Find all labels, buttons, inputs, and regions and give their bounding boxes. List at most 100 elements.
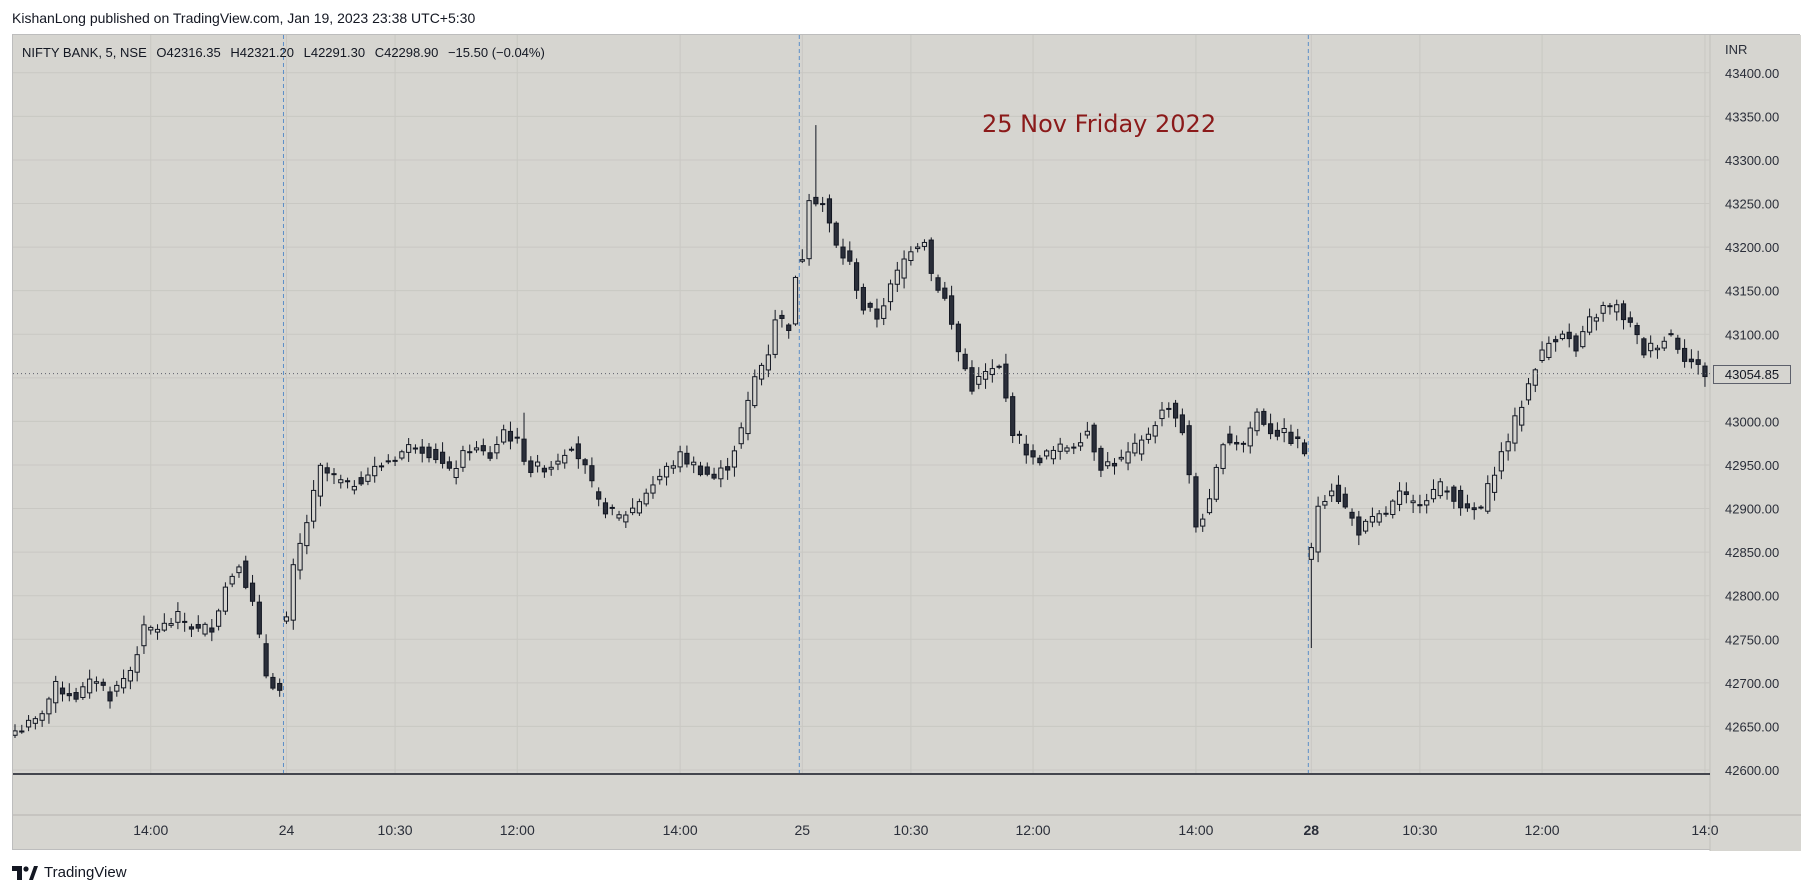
candle-body [494,444,500,454]
candle-body [1281,428,1287,434]
candle-body [765,354,771,371]
candle-body [1342,493,1348,508]
candle-body [446,461,452,469]
candle-body [1050,449,1057,460]
candle-body [209,627,215,633]
candle-body [426,446,432,459]
low-label: L [303,45,311,60]
candle-body [1620,303,1627,321]
candle-body [1274,429,1280,437]
candle-body [1553,339,1559,343]
chart-area[interactable]: 42600.00 42650.00 42700.00 42750.00 42800.00… [12,34,1801,851]
last-price-tag: 43054.85 [1713,365,1791,384]
candle-body [507,430,514,442]
candle-body [874,308,880,320]
candle-body [657,475,663,481]
candle-body [236,566,242,574]
candle-body [752,376,758,407]
candle-body [1498,451,1504,472]
close-label: C [374,45,385,60]
candle-body [1071,446,1077,449]
candle-body [935,277,941,291]
footer-brand[interactable]: TradingView [12,864,127,881]
candle-body [1410,500,1416,504]
candle-body [120,678,127,689]
candle-body [779,314,785,319]
x-tick-label: 12:00 [1525,822,1560,838]
candle-body [1010,396,1016,437]
candle-body [1186,425,1192,476]
candle-body [59,687,66,695]
candle-body [412,447,419,450]
candle-body [1335,484,1342,502]
high-value: 42321.20 [239,45,294,60]
candle-body [1016,433,1023,436]
y-tick-label: 43100.00 [1725,327,1779,342]
candle-body [650,484,656,494]
candle-body [616,514,622,519]
candle-body [107,691,113,702]
price-chart[interactable]: 42600.00 42650.00 42700.00 42750.00 42800.00… [13,35,1801,851]
candle-body [1159,409,1165,420]
candle-body [127,670,133,682]
candle-body [338,479,344,484]
candle-body [602,502,609,515]
y-tick-label: 43400.00 [1725,66,1779,81]
candle-body [73,692,79,700]
candle-body [1308,547,1314,560]
candle-body [1084,430,1090,436]
candle-body [1648,342,1654,352]
candle-body [1247,427,1253,447]
candle-body [365,474,371,482]
candle-body [1267,423,1274,435]
candle-body [161,622,167,631]
candle-body [562,454,568,464]
candle-body [1478,506,1484,509]
candle-body [623,514,629,523]
candle-body [25,719,32,728]
candle-body [1125,451,1131,464]
candle-body [216,610,222,627]
candle-body [1064,447,1070,452]
candle-body [270,676,276,689]
y-tick-label: 42600.00 [1725,763,1779,778]
candle-body [1037,457,1043,464]
candle-body [168,623,174,626]
candle-body [1546,342,1552,358]
candle-body [222,586,228,612]
candle-body [908,251,914,261]
x-tick-label: 10:30 [893,822,928,838]
candle-body [1220,444,1226,469]
candle-body [1376,513,1382,523]
symbol-label[interactable]: NIFTY BANK, 5, NSE [22,45,147,60]
open-value: 42316.35 [166,45,221,60]
candle-body [1098,447,1104,471]
candle-body [1118,456,1124,460]
candle-body [942,287,948,299]
candle-body [1675,337,1681,350]
candle-body [982,371,989,380]
candle-body [195,624,201,629]
candle-body [1369,515,1376,523]
candle-body [663,465,670,478]
candle-body [154,628,161,633]
candle-body [704,466,710,475]
candle-body [19,730,25,733]
x-tick-label: 12:00 [500,822,535,838]
candle-body [887,283,894,303]
ohlc-legend: NIFTY BANK, 5, NSE O42316.35 H42321.20 L… [22,45,545,60]
candle-body [249,582,256,602]
close-value: 42298.90 [384,45,439,60]
candle-body [691,461,697,466]
candle-body [311,489,317,522]
candle-body [1539,349,1545,362]
candle-body [1349,511,1355,519]
candle-body [1688,358,1694,363]
candle-body [1451,486,1457,502]
candle-body [351,485,357,491]
candle-body [670,465,676,469]
candle-body [1580,331,1586,348]
candle-body [1227,433,1233,444]
candle-body [344,480,351,483]
candle-body [1505,441,1511,452]
